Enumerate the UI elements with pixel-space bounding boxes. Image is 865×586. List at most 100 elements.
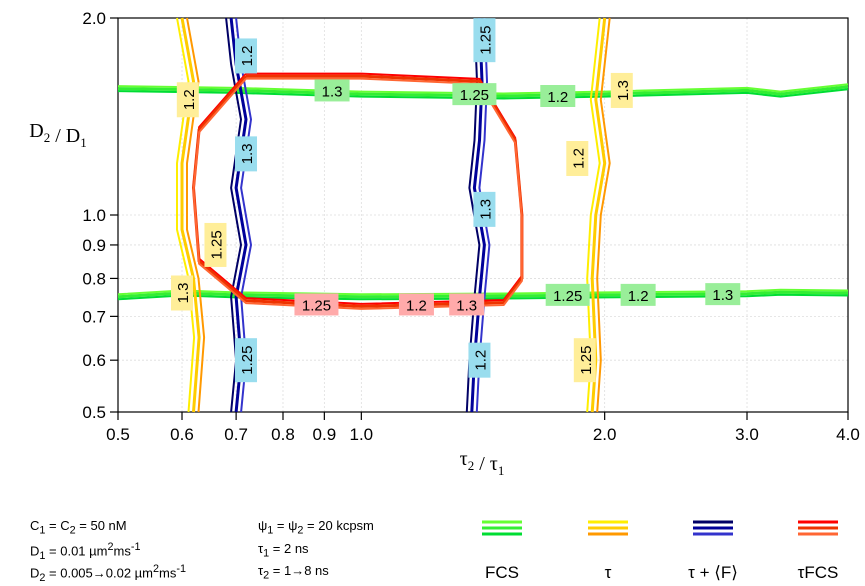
param-tau2: τ2 = 1→8 ns [258, 563, 329, 582]
y-tick-label: 0.5 [82, 403, 106, 422]
contour-label-text: 1.2 [547, 89, 568, 106]
contour-label-box [398, 293, 434, 316]
contour-label-box [573, 338, 596, 383]
x-tick-label: 0.6 [170, 425, 194, 444]
contour-label: 1.25 [573, 338, 596, 383]
y-tick-label: 2.0 [82, 9, 106, 28]
contour-label-text: 1.3 [615, 80, 632, 101]
contour-label-box [620, 283, 656, 306]
contour-label: 1.3 [473, 191, 496, 227]
contour-label-box [566, 140, 589, 176]
contour-label: 1.3 [449, 293, 485, 316]
x-tick-label: 0.8 [271, 425, 295, 444]
x-tick-label: 1.0 [350, 425, 374, 444]
contour-label-text: 1.3 [239, 143, 256, 164]
param-c: C1 = C2 = 50 nM [30, 518, 127, 537]
param-tau1: τ1 = 2 ns [258, 541, 309, 560]
contour-label: 1.25 [235, 338, 258, 383]
contour-label-text: 1.25 [208, 230, 225, 259]
contour-label-text: 1.3 [477, 199, 494, 220]
contour-label-box [452, 83, 497, 106]
contour-label-text: 1.2 [181, 89, 198, 110]
contour-label-box [314, 79, 350, 102]
y-tick-label: 1.0 [82, 206, 106, 225]
contour-label-text: 1.25 [239, 346, 256, 375]
x-axis-title: τ2 / τ1 [460, 448, 505, 478]
contour-label: 1.3 [171, 275, 194, 311]
contour-label-text: 1.3 [456, 297, 477, 314]
contour-label: 1.2 [235, 38, 258, 74]
contour-label-text: 1.25 [578, 346, 595, 375]
contour-line [180, 17, 201, 413]
x-tick-label: 0.5 [106, 425, 130, 444]
contour-label: 1.2 [176, 82, 199, 118]
contour-label-box [235, 136, 258, 172]
contour-label-text: 1.25 [477, 26, 494, 55]
contour-label-box [473, 191, 496, 227]
contour-label-text: 1.3 [175, 283, 192, 304]
contour-label: 1.25 [473, 18, 496, 63]
contour-line [596, 17, 611, 413]
param-psi: ψ1 = ψ2 = 20 kcpsm [258, 518, 374, 537]
contour-label-text: 1.25 [302, 297, 331, 314]
contour-label-text: 1.2 [570, 148, 587, 169]
x-tick-label: 0.7 [224, 425, 248, 444]
contour-label-box [705, 283, 741, 306]
y-tick-label: 0.8 [82, 269, 106, 288]
contour-label: 1.2 [540, 84, 576, 107]
x-tick-label: 0.9 [313, 425, 337, 444]
contour-label-box [468, 342, 491, 378]
contour-label: 1.3 [314, 79, 350, 102]
contour-label-text: 1.25 [553, 288, 582, 305]
contour-label-box [610, 72, 633, 108]
legend-label: τFCS [798, 563, 839, 582]
contour-labels: 1.3 1.25 1.2 1.25 1.2 1.3 1.2 1.25 1.3 1.2 1.3 1.25… [171, 18, 741, 383]
contour-label: 1.3 [705, 283, 741, 306]
contour-label: 1.25 [294, 293, 339, 316]
contour-label: 1.25 [545, 283, 590, 306]
contour-label-text: 1.3 [322, 83, 343, 100]
contour-label: 1.2 [620, 283, 656, 306]
legend-label: τ + ⟨F⟩ [688, 563, 738, 582]
param-d1: D1 = 0.01 µm2ms-1 [30, 541, 141, 562]
contour-label-box [235, 38, 258, 74]
contour-line [192, 74, 524, 308]
contour-label-text: 1.25 [460, 87, 489, 104]
contour-label-text: 1.2 [239, 46, 256, 67]
param-d2: D2 = 0.005→0.02 µm2ms-1 [30, 563, 187, 584]
contour-label-text: 1.3 [712, 287, 733, 304]
axis-ticks: 0.5 0.6 0.7 0.8 0.9 1.0 2.0 3.0 4.0 0.5 0.6 0.7 0.8 0… [82, 9, 859, 444]
contour-label-box [545, 283, 590, 306]
contour-label-box [171, 275, 194, 311]
contour-label-box [449, 293, 485, 316]
contour-label-box [294, 293, 339, 316]
contour-label-box [176, 82, 199, 118]
contour-label-box [235, 338, 258, 383]
contour-line [176, 17, 196, 413]
legend-label: FCS [485, 563, 519, 582]
contour-label-box [540, 84, 576, 107]
x-tick-label: 4.0 [836, 425, 860, 444]
contour-label: 1.2 [468, 342, 491, 378]
x-tick-label: 3.0 [735, 425, 759, 444]
y-axis-title: D2 / D1 [29, 120, 86, 150]
axis-titles: τ2 / τ1 D2 / D1 [29, 120, 504, 478]
contour-label: 1.2 [566, 140, 589, 176]
contour-label: 1.25 [452, 83, 497, 106]
x-tick-label: 2.0 [593, 425, 617, 444]
contour-label: 1.3 [610, 72, 633, 108]
contour-line [186, 17, 206, 413]
contour-label-box [204, 222, 227, 267]
contour-label-text: 1.2 [628, 288, 649, 305]
contour-label: 1.3 [235, 136, 258, 172]
legend-label: τ [605, 563, 612, 582]
contour-label: 1.25 [204, 222, 227, 267]
contour-label-box [473, 18, 496, 63]
contour-label: 1.2 [398, 293, 434, 316]
legend: FCS τ τ + ⟨F⟩ τFCS [482, 520, 839, 582]
contour-label-text: 1.2 [406, 297, 427, 314]
y-tick-label: 0.9 [82, 236, 106, 255]
y-tick-label: 0.7 [82, 307, 106, 326]
y-tick-label: 0.6 [82, 351, 106, 370]
